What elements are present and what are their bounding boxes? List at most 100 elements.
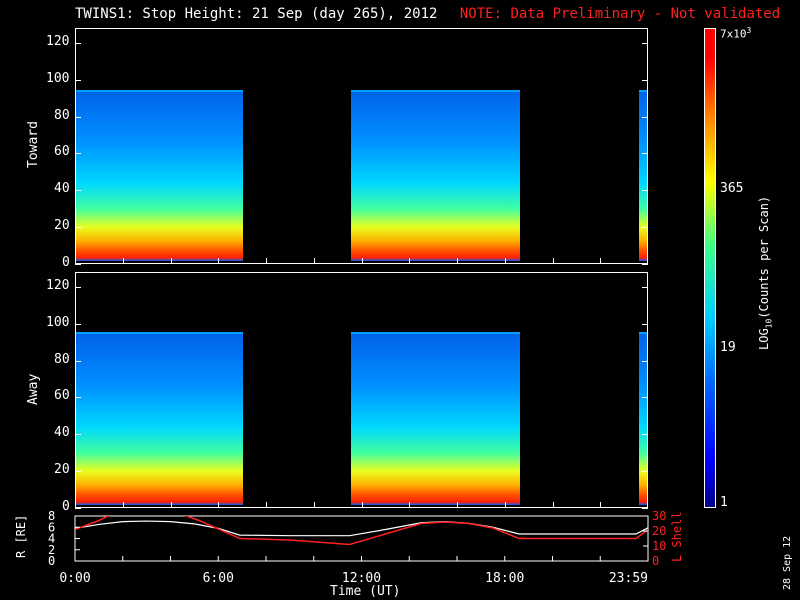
colorbar [704,28,716,508]
x-tick-label: 12:00 [342,571,381,586]
x-tick-mark [170,258,172,264]
y-tick-label: 120 [46,33,70,49]
r-tick-label: 6 [48,520,55,534]
y-tick-mark [642,153,648,155]
y-tick-mark [642,323,648,325]
r-ylabel: R [RE] [14,514,28,558]
heatmap-block [639,331,647,505]
x-tick-mark [409,502,411,508]
x-tick-mark [409,258,411,264]
toward-panel [75,28,648,264]
x-tick-mark [170,502,172,508]
colorbar-label: LOG10(Counts per Scan) [757,195,774,350]
y-tick-label: 40 [54,425,70,441]
lshell-tick-label: 20 [652,524,666,538]
y-tick-label: 0 [62,255,70,270]
y-tick-mark [75,116,81,118]
lshell-tick-label: 30 [652,509,666,523]
x-tick-label: 23:59 [609,571,648,586]
chart-title: TWINS1: Stop Height: 21 Sep (day 265), 2… [75,6,780,22]
datestamp: 28 Sep 12 [782,535,793,590]
y-tick-mark [642,397,648,399]
heatmap-top-edge [639,331,647,334]
x-tick-mark [600,258,602,264]
heatmap-top-edge [76,331,244,334]
y-tick-label: 100 [46,314,70,330]
x-tick-mark [313,502,315,508]
x-tick-mark [218,258,220,264]
x-tick-mark [266,502,267,508]
lshell-tick-label: 0 [652,554,659,568]
y-tick-label: 20 [54,462,70,478]
y-tick-mark [75,190,81,192]
y-tick-label: 80 [54,107,70,123]
y-tick-mark [75,508,81,509]
y-tick-mark [642,434,648,436]
y-tick-mark [75,360,81,362]
colorbar-tick-1: 1 [720,495,728,510]
heatmap-block [639,89,647,261]
heatmap-block [350,89,521,261]
x-tick-mark [600,502,602,508]
heatmap-top-edge [350,331,521,334]
y-tick-mark [75,323,81,325]
lshell-ylabel: L Shell [670,511,684,562]
y-tick-label: 120 [46,277,70,293]
x-tick-mark [218,502,220,508]
y-tick-label: 0 [62,499,70,514]
y-tick-label: 40 [54,181,70,197]
y-tick-mark [642,42,648,44]
y-tick-mark [642,286,648,288]
colorbar-tick-max: 7x103 [720,26,752,41]
y-tick-mark [642,227,648,229]
y-tick-mark [75,227,81,229]
r-tick-label: 2 [48,543,55,557]
heatmap-top-edge [76,89,244,92]
x-tick-mark [266,258,267,264]
y-tick-mark [642,190,648,192]
y-tick-mark [642,264,648,265]
y-tick-mark [642,360,648,362]
title-text: TWINS1: Stop Height: 21 Sep (day 265), 2… [75,6,438,22]
y-tick-label: 60 [54,388,70,404]
x-tick-mark [552,258,554,264]
y-tick-mark [642,508,648,509]
heatmap-block [76,89,244,261]
r-tick-label: 8 [48,509,55,523]
x-tick-mark [361,258,363,264]
x-axis-title: Time (UT) [330,584,401,599]
x-tick-mark [122,258,124,264]
y-tick-mark [75,264,81,265]
preliminary-note: NOTE: Data Preliminary - Not validated [459,6,781,22]
r-line [75,520,648,537]
lshell-tick-label: 10 [652,539,666,553]
x-tick-mark [122,502,124,508]
r-tick-label: 4 [48,532,55,546]
colorbar-tick-365: 365 [720,181,744,196]
y-tick-mark [642,116,648,118]
y-tick-mark [75,286,81,288]
x-tick-mark [504,258,506,264]
y-tick-mark [75,397,81,399]
x-tick-label: 6:00 [203,571,234,586]
x-tick-label: 18:00 [485,571,524,586]
x-tick-mark [504,502,506,508]
x-tick-mark [457,258,458,264]
x-tick-mark [361,502,363,508]
y-tick-label: 60 [54,144,70,160]
y-tick-label: 100 [46,70,70,86]
y-tick-mark [642,471,648,473]
y-tick-mark [75,42,81,44]
colorbar-tick-19: 19 [720,340,736,355]
y-tick-mark [75,153,81,155]
x-tick-mark [552,502,554,508]
x-tick-label: 0:00 [59,571,90,586]
y-tick-mark [75,434,81,436]
y-tick-mark [642,79,648,81]
x-tick-mark [313,258,315,264]
x-tick-mark [457,502,458,508]
y-tick-mark [75,79,81,81]
heatmap-top-edge [350,89,521,92]
r-tick-label: 0 [48,554,55,568]
